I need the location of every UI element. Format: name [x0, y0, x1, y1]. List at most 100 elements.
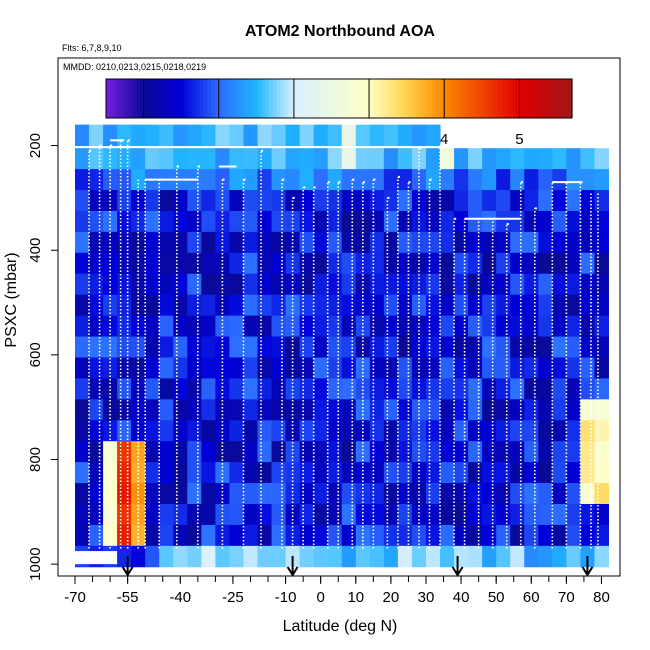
heatmap-cell — [524, 252, 539, 275]
colorbar-swatch — [432, 79, 437, 118]
heatmap-cell — [496, 420, 511, 442]
y-tick-label: 1000 — [27, 547, 44, 580]
heatmap-cell — [524, 231, 539, 254]
colorbar-swatch — [408, 79, 414, 118]
heatmap-cell — [173, 231, 188, 254]
heatmap-cell — [313, 378, 329, 400]
heatmap-cell — [425, 399, 441, 421]
heatmap-cell — [187, 294, 202, 317]
heatmap-cell — [468, 294, 483, 317]
heatmap-cell — [257, 148, 273, 170]
heatmap-cell — [468, 524, 483, 547]
heatmap-cell — [496, 441, 511, 463]
heatmap-cell — [510, 420, 525, 442]
heatmap-cell — [75, 462, 90, 484]
heatmap-cell — [243, 357, 259, 379]
heatmap-cell — [566, 462, 581, 484]
heatmap-cell — [327, 210, 343, 233]
flight-profiles — [88, 139, 599, 549]
heatmap-cell — [482, 420, 497, 442]
heatmap-cell — [145, 210, 160, 233]
heatmap-cell — [482, 399, 497, 421]
heatmap-cell — [327, 524, 343, 547]
heatmap-cell — [524, 483, 539, 505]
colorbar-swatch — [540, 79, 546, 118]
heatmap-cell — [341, 336, 357, 358]
heatmap-cell — [271, 357, 287, 379]
heatmap-cell — [510, 148, 525, 170]
colorbar-swatch — [183, 79, 189, 118]
heatmap-cell — [397, 545, 413, 568]
heatmap-cell — [468, 503, 483, 526]
colorbar-swatch — [144, 79, 150, 118]
colorbar-swatch — [319, 79, 325, 118]
heatmap-cell — [159, 524, 174, 547]
heatmap-cell — [510, 462, 525, 484]
heatmap-cell — [425, 190, 441, 212]
colorbar-swatch — [381, 79, 387, 118]
heatmap-cell — [369, 315, 385, 338]
colorbar-swatch — [505, 79, 511, 118]
heatmap-cell — [341, 503, 357, 526]
heatmap-cell — [229, 294, 244, 317]
heatmap-cell — [594, 294, 609, 317]
heatmap-cell — [397, 503, 413, 526]
heatmap-cell — [145, 294, 160, 317]
heatmap-cell — [510, 273, 525, 296]
heatmap-cell — [201, 169, 216, 191]
heatmap-cell — [271, 210, 287, 233]
heatmap-cell — [425, 462, 441, 484]
heatmap-cell — [229, 357, 244, 379]
heatmap-cell — [313, 252, 329, 275]
heatmap-cell — [271, 378, 287, 400]
heatmap-cell — [440, 378, 455, 400]
heatmap-cell — [201, 315, 216, 338]
heatmap-cell — [243, 148, 259, 170]
heatmap-cell — [117, 190, 132, 212]
colorbar-swatch — [300, 79, 305, 118]
heatmap-cell — [89, 483, 104, 505]
axes: -70 -55 -40 -25 -10 0 10 20 30 40 50 60 70 80 200 400 60… — [27, 133, 610, 606]
heatmap-cell — [201, 545, 216, 568]
heatmap-cell — [285, 315, 301, 338]
heatmap-cell — [482, 294, 497, 317]
heatmap-cell — [313, 483, 329, 505]
heatmap-cell — [341, 524, 357, 547]
colorbar-swatch — [451, 79, 457, 118]
colorbar-swatch — [529, 79, 534, 118]
heatmap-cell — [145, 315, 160, 338]
heatmap-cell — [538, 273, 553, 296]
heatmap-cell — [89, 503, 104, 526]
heatmap-cell — [145, 378, 160, 400]
heatmap-cell — [538, 231, 553, 254]
heatmap-cell — [425, 420, 441, 442]
colorbar-swatch — [389, 79, 394, 118]
heatmap-cell — [299, 294, 315, 317]
colorbar-swatch — [117, 79, 123, 118]
heatmap-cell — [173, 357, 188, 379]
colorbar-swatch — [405, 79, 410, 118]
heatmap-cell — [187, 399, 202, 421]
heatmap-cell — [145, 252, 160, 275]
heatmap-cell — [173, 190, 188, 212]
heatmap-cell — [215, 462, 230, 484]
heatmap-cell — [496, 483, 511, 505]
heatmap-cell — [173, 273, 188, 296]
heatmap-cell — [510, 545, 525, 568]
heatmap-cell — [299, 148, 315, 170]
heatmap-cell — [580, 190, 595, 212]
heatmap-cell — [397, 148, 413, 170]
heatmap-cell — [271, 315, 287, 338]
heatmap-cell — [383, 294, 399, 317]
x-tick-label: -25 — [222, 589, 244, 606]
heatmap-cell — [538, 252, 553, 275]
heatmap-cell — [201, 231, 216, 254]
colorbar-swatch — [474, 79, 480, 118]
heatmap-cell — [187, 524, 202, 547]
heatmap-cell — [580, 483, 595, 505]
heatmap-cell — [566, 399, 581, 421]
heatmap-cell — [285, 420, 301, 442]
heatmap-cell — [580, 357, 595, 379]
heatmap-cell — [355, 294, 371, 317]
heatmap-cell — [383, 148, 399, 170]
